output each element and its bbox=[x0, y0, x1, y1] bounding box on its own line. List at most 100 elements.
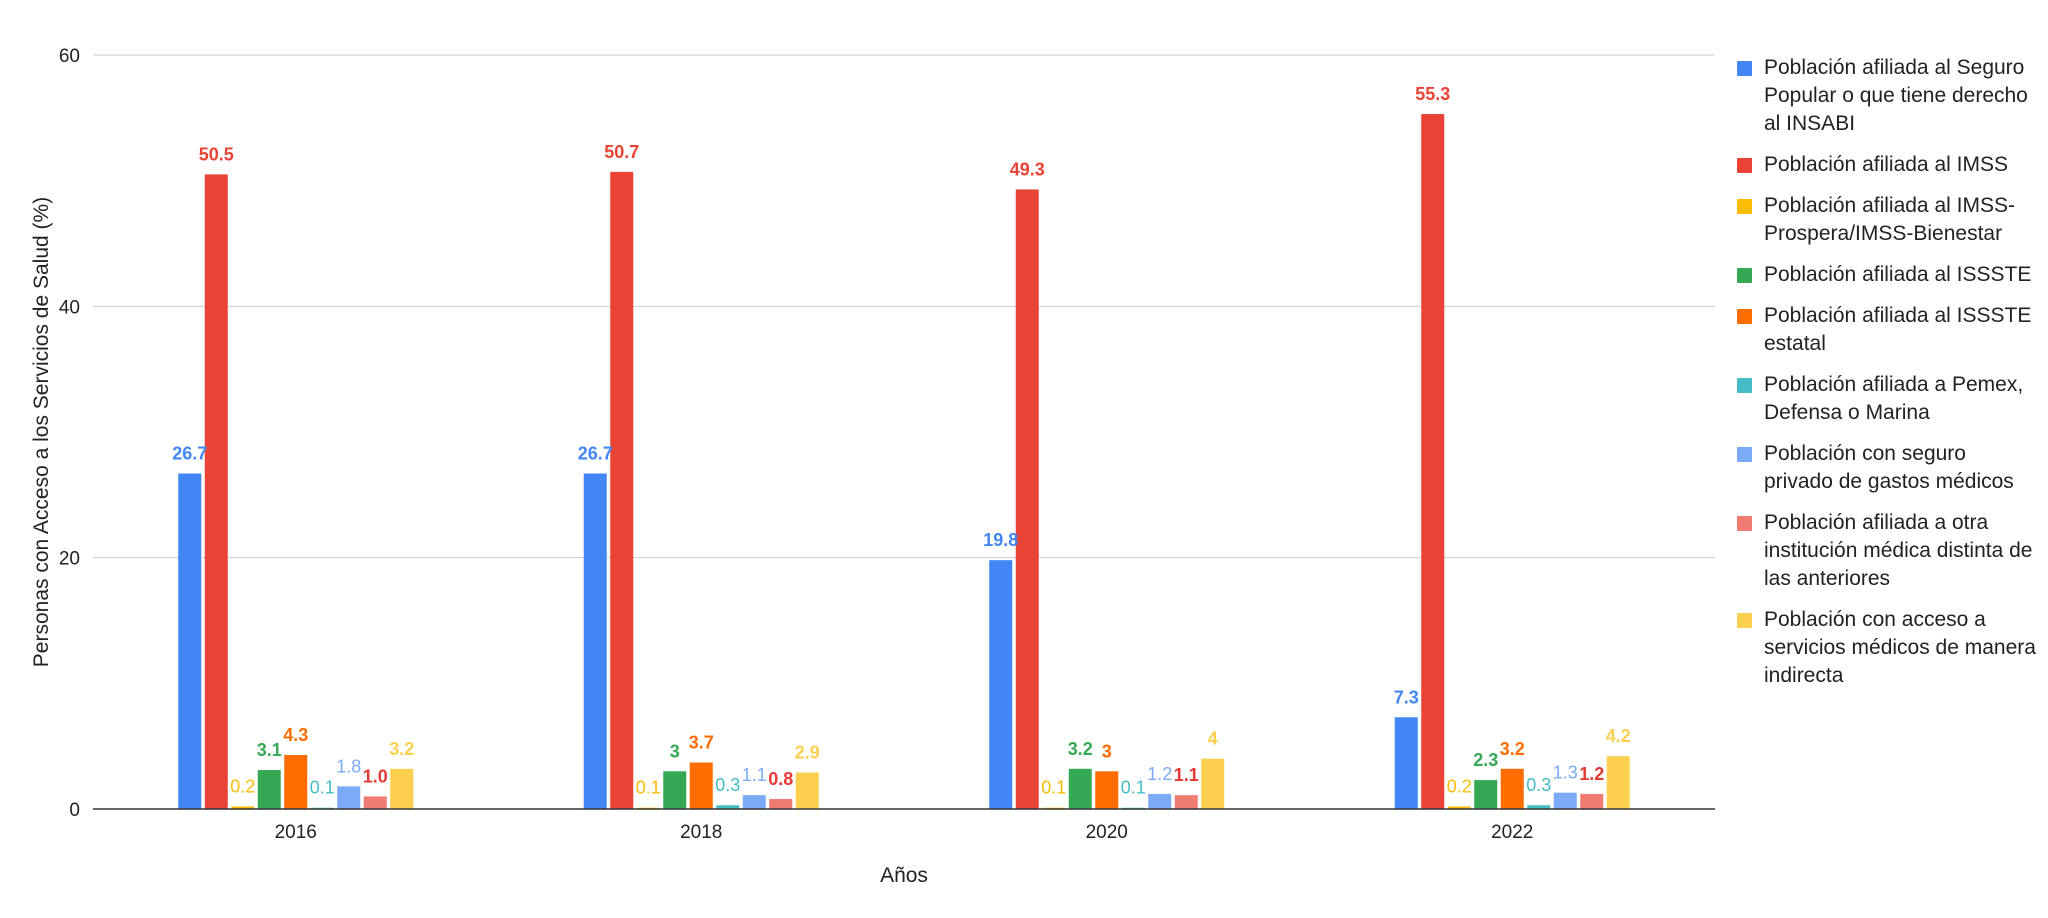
data-label: 1.1 bbox=[1174, 765, 1199, 785]
legend-label: Población con acceso a servicios médicos… bbox=[1764, 608, 2036, 687]
x-tick-label: 2018 bbox=[680, 822, 722, 843]
data-label: 4.2 bbox=[1606, 726, 1631, 746]
data-label: 1.3 bbox=[1553, 763, 1578, 783]
bar bbox=[178, 473, 202, 809]
data-label: 0.3 bbox=[1526, 775, 1551, 795]
data-label: 4 bbox=[1208, 729, 1218, 749]
data-label: 1.2 bbox=[1579, 764, 1604, 784]
legend: Población afiliada al Seguro Popular o q… bbox=[1737, 54, 2037, 703]
legend-label: Población afiliada al ISSSTE estatal bbox=[1764, 304, 2032, 355]
legend-swatch bbox=[1737, 61, 1752, 76]
y-axis-ticks: 0 20 40 60 bbox=[59, 46, 80, 821]
data-label: 2.3 bbox=[1473, 750, 1498, 770]
gridlines bbox=[93, 54, 1715, 559]
legend-item: Población con seguro privado de gastos m… bbox=[1737, 440, 2037, 496]
legend-swatch bbox=[1737, 268, 1752, 283]
data-label: 3.7 bbox=[689, 733, 714, 753]
data-label: 3.1 bbox=[257, 740, 282, 760]
y-tick-label: 40 bbox=[59, 297, 80, 318]
legend-swatch bbox=[1737, 158, 1752, 173]
bar bbox=[204, 174, 228, 810]
legend-swatch bbox=[1737, 378, 1752, 393]
data-label: 7.3 bbox=[1394, 687, 1419, 707]
bar bbox=[663, 771, 687, 809]
bar bbox=[1606, 756, 1630, 809]
bar bbox=[1474, 780, 1498, 809]
data-label: 0.2 bbox=[230, 776, 255, 796]
bar bbox=[1527, 805, 1551, 809]
data-label: 1.2 bbox=[1147, 764, 1172, 784]
bar bbox=[390, 768, 414, 809]
data-label: 0.1 bbox=[636, 778, 661, 798]
legend-item: Población afiliada al ISSSTE bbox=[1737, 261, 2037, 289]
legend-swatch bbox=[1737, 613, 1752, 628]
data-label: 4.3 bbox=[283, 725, 308, 745]
legend-item: Población afiliada a Pemex, Defensa o Ma… bbox=[1737, 371, 2037, 427]
data-label: 0.1 bbox=[1041, 778, 1066, 798]
bar bbox=[583, 473, 607, 809]
legend-item: Población con acceso a servicios médicos… bbox=[1737, 606, 2037, 690]
bar bbox=[1500, 768, 1524, 809]
data-label: 50.7 bbox=[604, 142, 639, 162]
data-label: 26.7 bbox=[578, 443, 613, 463]
bar bbox=[1068, 768, 1092, 809]
bar bbox=[231, 806, 255, 809]
data-label: 26.7 bbox=[172, 443, 207, 463]
y-axis-title: Personas con Acceso a los Servicios de S… bbox=[30, 197, 53, 667]
bar bbox=[1553, 792, 1577, 809]
x-axis-ticks: 2016 2018 2020 2022 bbox=[275, 822, 1534, 843]
bar bbox=[610, 171, 634, 809]
data-label: 0.8 bbox=[768, 769, 793, 789]
data-label: 3.2 bbox=[1500, 739, 1525, 759]
data-label: 3.2 bbox=[1068, 739, 1093, 759]
bar bbox=[742, 795, 766, 809]
data-label: 3 bbox=[1102, 741, 1112, 761]
data-labels: 26.750.50.23.14.30.11.81.03.226.750.70.1… bbox=[172, 84, 1631, 798]
legend-label: Población afiliada a Pemex, Defensa o Ma… bbox=[1764, 373, 2024, 424]
legend-item: Población afiliada al IMSS bbox=[1737, 151, 2037, 179]
y-tick-label: 60 bbox=[59, 46, 80, 67]
bar bbox=[769, 798, 793, 809]
legend-swatch bbox=[1737, 447, 1752, 462]
data-label: 1.8 bbox=[336, 756, 361, 776]
bar bbox=[689, 762, 713, 809]
bar bbox=[337, 786, 361, 809]
bar bbox=[716, 805, 740, 809]
bar bbox=[1201, 758, 1225, 809]
data-label: 50.5 bbox=[199, 144, 234, 164]
data-label: 1.1 bbox=[742, 765, 767, 785]
bar bbox=[257, 770, 281, 809]
legend-swatch bbox=[1737, 199, 1752, 214]
data-label: 0.1 bbox=[310, 778, 335, 798]
legend-label: Población afiliada al IMSS bbox=[1764, 153, 2008, 176]
bar bbox=[1095, 771, 1119, 809]
bar bbox=[1447, 806, 1471, 809]
legend-label: Población con seguro privado de gastos m… bbox=[1764, 442, 2014, 493]
y-tick-label: 20 bbox=[59, 549, 80, 570]
x-tick-label: 2022 bbox=[1491, 822, 1533, 843]
data-label: 1.0 bbox=[363, 766, 388, 786]
legend-swatch bbox=[1737, 309, 1752, 324]
data-label: 19.8 bbox=[983, 530, 1018, 550]
bar bbox=[363, 796, 387, 809]
legend-label: Población afiliada al Seguro Popular o q… bbox=[1764, 56, 2028, 135]
x-axis-title: Años bbox=[880, 864, 928, 887]
bar bbox=[1015, 189, 1039, 810]
x-tick-label: 2016 bbox=[275, 822, 317, 843]
data-label: 3.2 bbox=[389, 739, 414, 759]
legend-item: Población afiliada al Seguro Popular o q… bbox=[1737, 54, 2037, 138]
bar bbox=[1394, 717, 1418, 809]
data-label: 0.2 bbox=[1447, 776, 1472, 796]
x-tick-label: 2020 bbox=[1086, 822, 1128, 843]
data-label: 0.1 bbox=[1121, 778, 1146, 798]
legend-label: Población afiliada al IMSS-Prospera/IMSS… bbox=[1764, 194, 2015, 245]
bar bbox=[1174, 795, 1198, 809]
data-label: 2.9 bbox=[795, 743, 820, 763]
data-label: 3 bbox=[670, 741, 680, 761]
bar bbox=[1421, 114, 1445, 809]
legend-item: Población afiliada al ISSSTE estatal bbox=[1737, 302, 2037, 358]
bars bbox=[178, 114, 1630, 810]
data-label: 0.3 bbox=[715, 775, 740, 795]
data-label: 49.3 bbox=[1010, 159, 1045, 179]
